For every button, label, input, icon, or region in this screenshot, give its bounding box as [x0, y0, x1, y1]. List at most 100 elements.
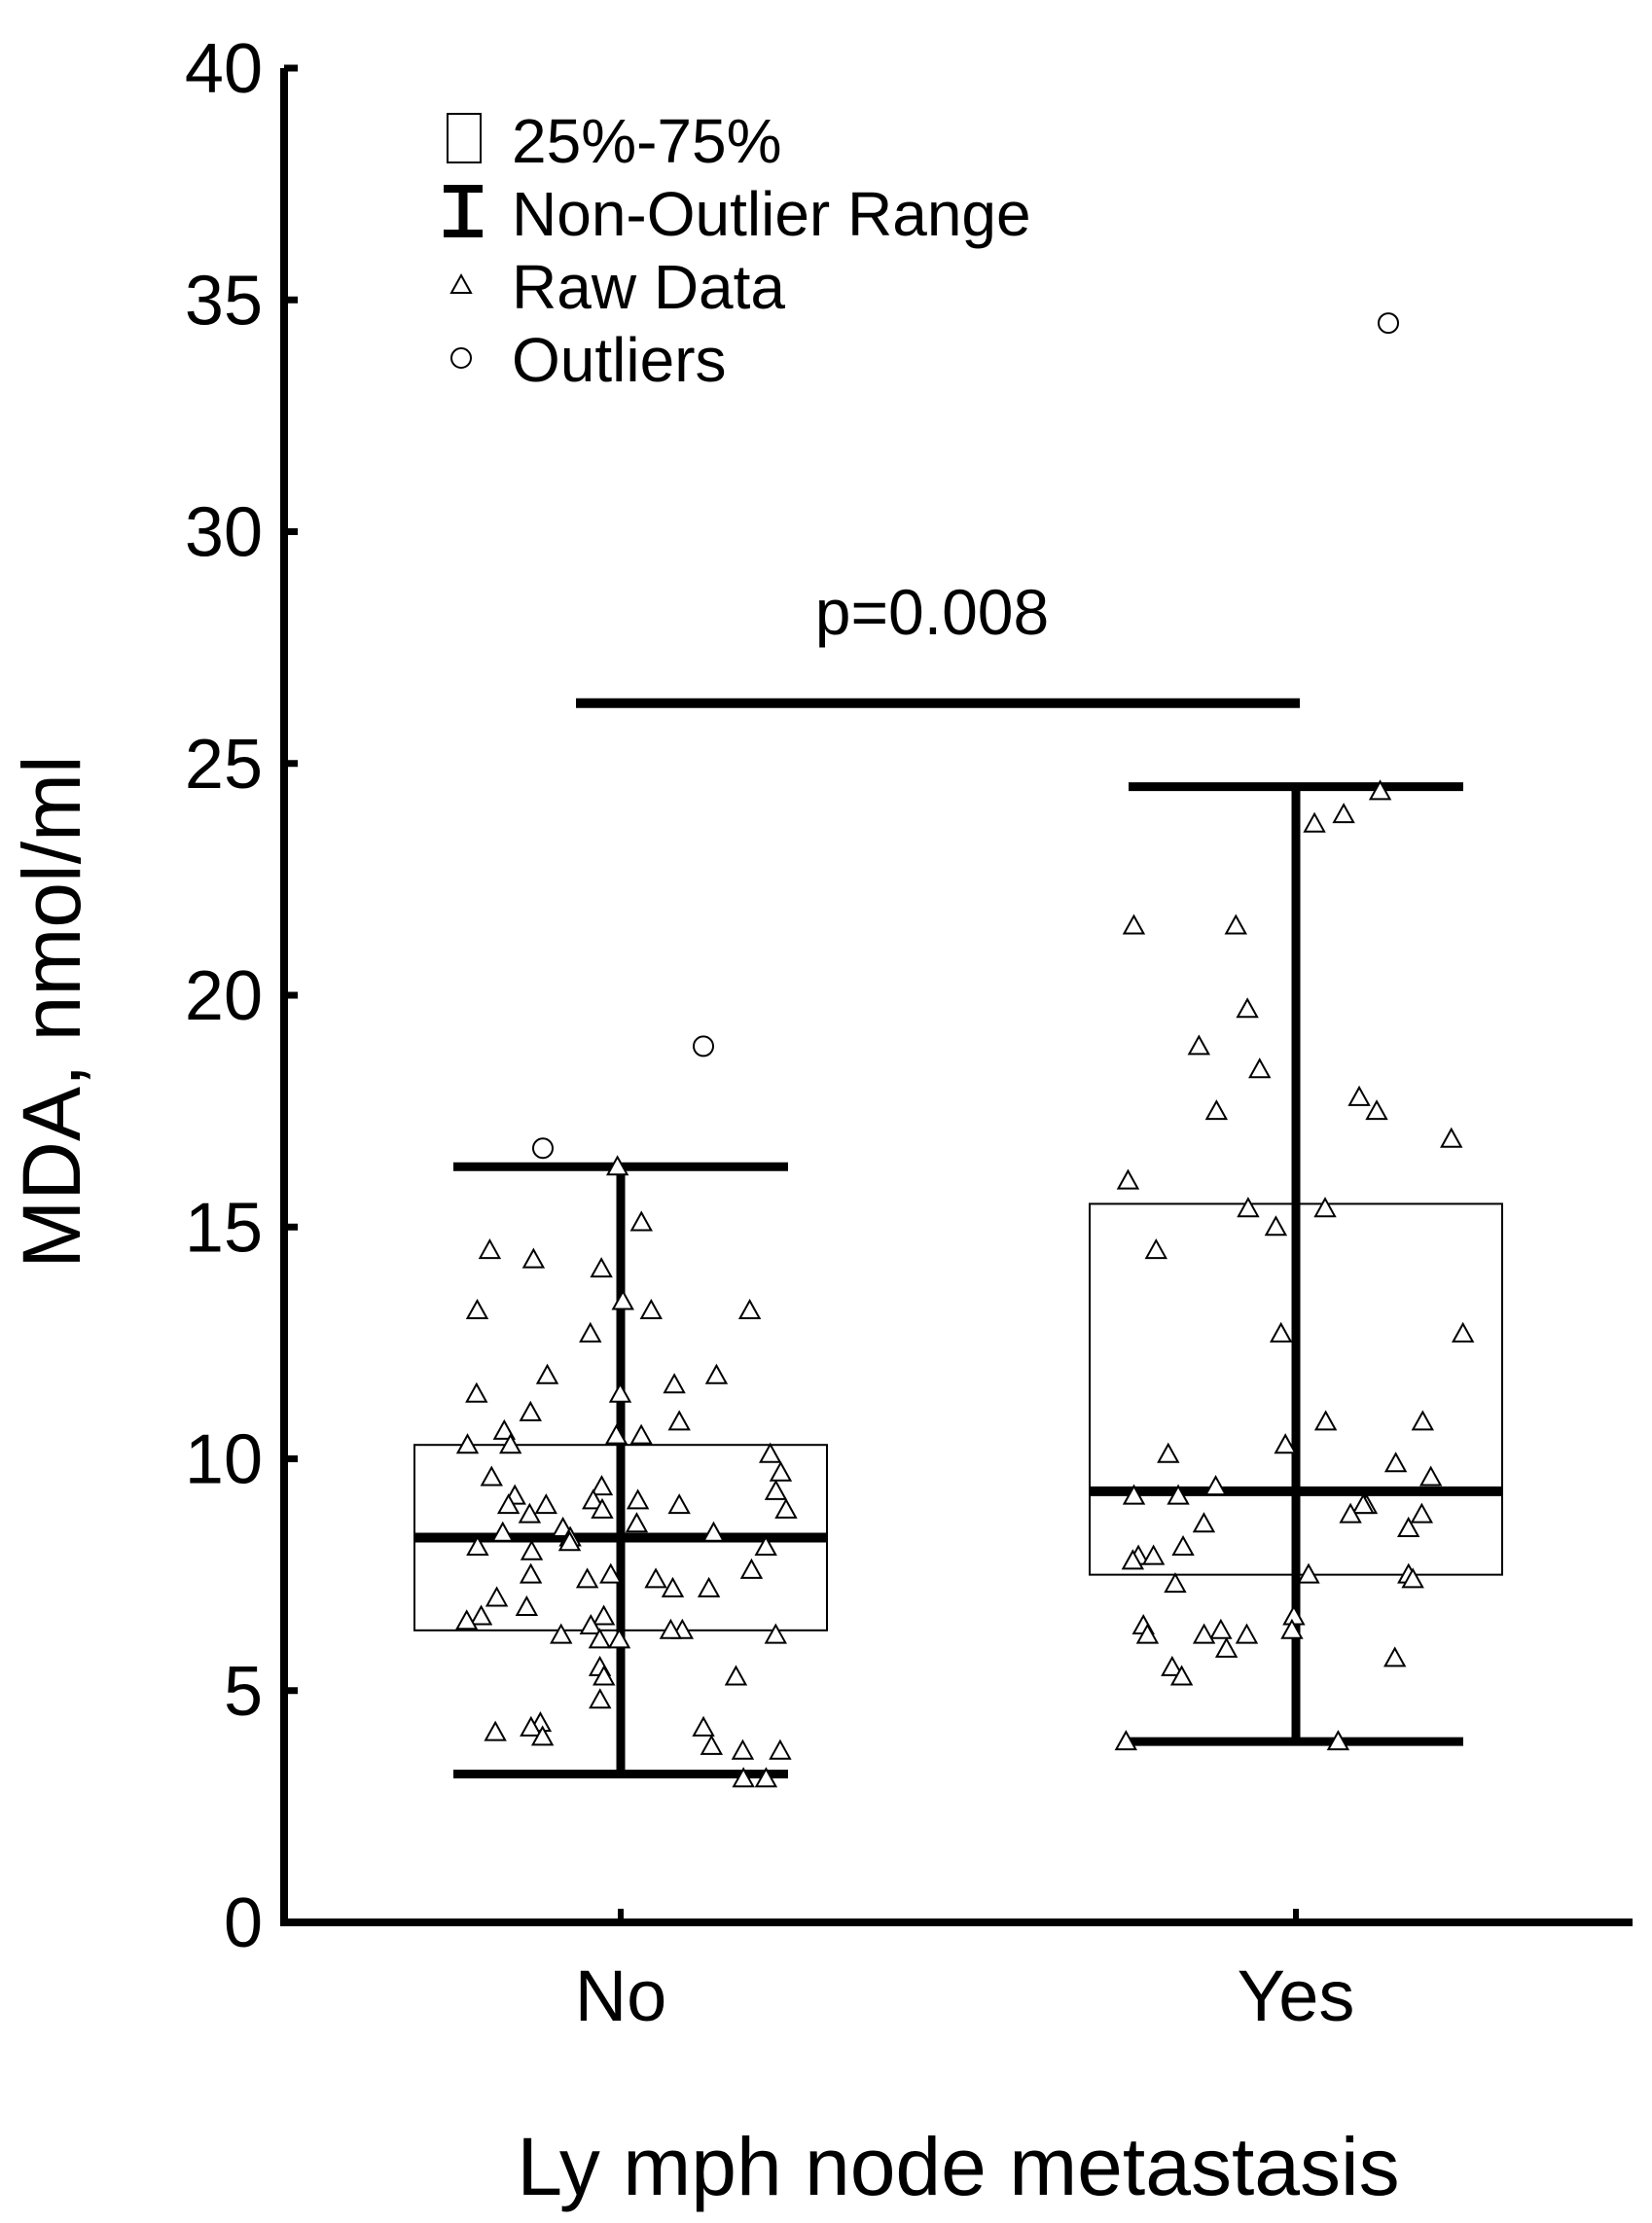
raw-data-point — [496, 1493, 521, 1515]
y-tick-label: 5 — [224, 1653, 263, 1731]
raw-data-point — [1169, 1665, 1194, 1686]
raw-data-point — [1401, 1567, 1424, 1589]
raw-data-point — [1339, 1502, 1362, 1524]
raw-data-point — [1171, 1534, 1195, 1557]
y-tick-label: 25 — [185, 726, 263, 804]
raw-data-point — [1135, 1623, 1160, 1644]
raw-data-point — [480, 1465, 503, 1487]
raw-data-point — [591, 1497, 614, 1519]
raw-data-point — [521, 1247, 546, 1269]
raw-data-point — [465, 1381, 488, 1403]
raw-data-point — [1368, 779, 1392, 801]
legend-box-symbol — [447, 113, 482, 163]
raw-data-point — [1351, 1493, 1375, 1515]
raw-data-point — [1248, 1058, 1272, 1079]
x-tick-label: Yes — [1238, 1955, 1355, 2036]
x-tick-label: No — [575, 1955, 667, 2036]
legend-triangle-symbol — [449, 272, 473, 294]
raw-data-point — [1192, 1512, 1216, 1533]
raw-data-point — [697, 1576, 721, 1597]
significance-label: p=0.008 — [815, 576, 1049, 648]
raw-data-point — [629, 1423, 653, 1445]
raw-data-point — [1383, 1452, 1408, 1473]
raw-data-point — [611, 1289, 634, 1310]
raw-data-point — [758, 1442, 782, 1463]
raw-data-point — [769, 1460, 793, 1482]
raw-data-point — [530, 1725, 555, 1746]
raw-data-point — [515, 1595, 539, 1616]
raw-data-point — [1313, 1197, 1337, 1218]
raw-data-point — [639, 1298, 663, 1320]
raw-data-point — [1224, 914, 1247, 935]
y-tick-label: 15 — [185, 1189, 263, 1267]
raw-data-point — [1419, 1465, 1443, 1487]
raw-data-point — [1236, 997, 1259, 1019]
raw-data-point — [1235, 1623, 1259, 1644]
raw-data-point — [590, 1257, 613, 1278]
raw-data-point — [644, 1567, 667, 1589]
annotations: p=0.008 — [576, 576, 1300, 708]
raw-data-point — [1157, 1442, 1180, 1463]
raw-data-point — [1297, 1562, 1320, 1584]
raw-data-point — [519, 1562, 543, 1584]
raw-data-point — [469, 1604, 493, 1626]
raw-data-point — [1269, 1321, 1293, 1343]
y-tick-label: 40 — [185, 30, 263, 108]
raw-data-point — [579, 1613, 602, 1635]
y-axis-title: MDA, nmol/ml — [6, 755, 97, 1268]
raw-data-point — [661, 1576, 685, 1597]
raw-data-point — [731, 1739, 755, 1760]
raw-data-point — [764, 1479, 788, 1500]
legend-label: Outliers — [512, 325, 727, 395]
boxes-layer — [413, 782, 1503, 1779]
raw-data-point — [1204, 1099, 1229, 1121]
raw-data-point — [599, 1562, 623, 1584]
raw-data-point — [1452, 1321, 1475, 1343]
raw-data-point — [1214, 1636, 1239, 1658]
raw-data-point — [692, 1715, 715, 1737]
raw-data-point — [1167, 1484, 1190, 1505]
raw-data-point — [1280, 1618, 1304, 1639]
raw-data-point — [1282, 1604, 1306, 1626]
raw-data-point — [732, 1767, 755, 1788]
raw-data-point — [534, 1493, 557, 1515]
raw-data-point — [774, 1497, 798, 1519]
raw-data-point — [1383, 1646, 1407, 1667]
raw-data-point — [550, 1623, 573, 1644]
raw-data-point — [1116, 1168, 1140, 1190]
outlier-point — [693, 1035, 714, 1058]
raw-data-point — [520, 1715, 543, 1737]
raw-data-point — [1410, 1502, 1434, 1524]
raw-data-point — [588, 1628, 612, 1649]
raw-data-point — [575, 1567, 599, 1589]
raw-data-point — [769, 1739, 792, 1760]
outlier-point — [532, 1137, 554, 1160]
raw-data-point — [659, 1618, 683, 1639]
raw-data-point — [629, 1210, 653, 1232]
raw-data-point — [1203, 1475, 1228, 1496]
raw-data-point — [1122, 914, 1146, 935]
raw-data-point — [582, 1488, 605, 1510]
raw-data-point — [1313, 1410, 1338, 1431]
x-axis-title: Ly mph node metastasis — [517, 2121, 1399, 2212]
raw-data-point — [478, 1238, 502, 1260]
raw-data-point — [1396, 1516, 1420, 1537]
raw-data-point — [1303, 811, 1326, 833]
raw-data-point — [605, 1155, 629, 1176]
raw-data-point — [465, 1298, 489, 1320]
raw-data-point — [1411, 1410, 1435, 1431]
y-axis: 0 5 10 15 20 25 30 35 40 No Yes — [185, 30, 1633, 2036]
raw-data-point — [754, 1534, 777, 1557]
y-tick-label: 20 — [185, 957, 263, 1035]
raw-data-point — [1237, 1197, 1260, 1218]
raw-data-point — [535, 1363, 559, 1384]
y-tick-label: 30 — [185, 494, 263, 572]
raw-data-point — [491, 1521, 515, 1542]
raw-data-point — [518, 1502, 542, 1524]
raw-data-point — [498, 1433, 522, 1454]
raw-data-point — [701, 1521, 726, 1542]
raw-data-point — [1326, 1730, 1350, 1751]
raw-data-point — [663, 1373, 686, 1394]
